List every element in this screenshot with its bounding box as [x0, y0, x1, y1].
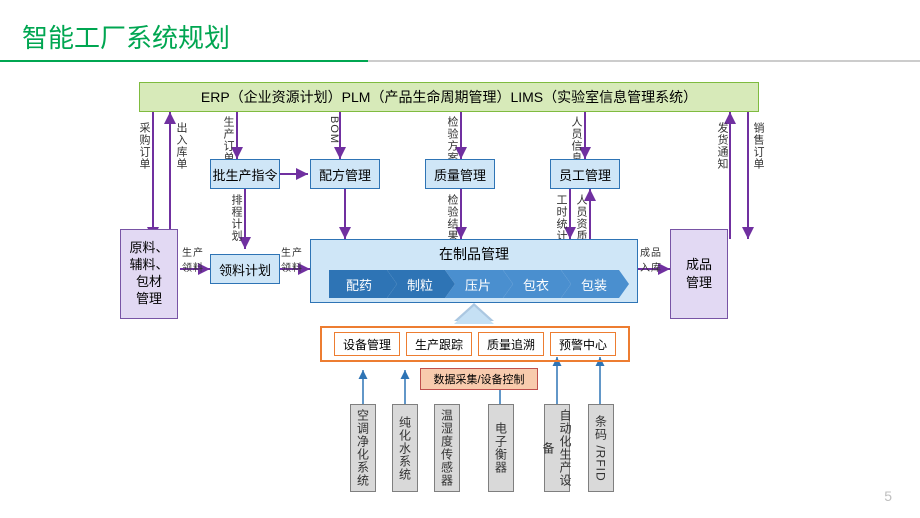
gray-3-label: 电子衡器	[493, 422, 510, 474]
vl-pick1: 生产领料	[182, 244, 208, 274]
page-title: 智能工厂系统规划	[22, 18, 230, 55]
gray-3: 电子衡器	[488, 404, 514, 492]
box-batch: 批生产指令	[210, 159, 280, 189]
box-wip: 在制品管理 配药 制粒 压片 包衣 包装	[310, 239, 638, 303]
vl-pqual: 人员资质	[573, 194, 589, 242]
gray-5-label: 条码 /RFID	[593, 415, 610, 482]
box-data-collect: 数据采集/设备控制	[420, 368, 538, 390]
gray-4: 自动化生产设备	[544, 404, 570, 492]
title-underline	[0, 60, 920, 62]
gray-0: 空调净化系统	[350, 404, 376, 492]
arrow-up-icon	[454, 306, 494, 324]
vl-ship: 发货通知	[714, 122, 730, 170]
gray-0-label: 空调净化系统	[355, 409, 372, 487]
gray-2-label: 温湿度传感器	[439, 409, 456, 487]
gray-5: 条码 /RFID	[588, 404, 614, 492]
orange-container: 设备管理 生产跟踪 质量追溯 预警中心	[320, 326, 630, 362]
vl-person-info: 人员信息	[568, 116, 584, 164]
wip-title: 在制品管理	[439, 244, 509, 264]
box-trace: 质量追溯	[478, 332, 544, 356]
box-quality: 质量管理	[425, 159, 495, 189]
wip-steps: 配药 制粒 压片 包衣 包装	[329, 270, 619, 298]
erp-bar: ERP（企业资源计划）PLM（产品生命周期管理）LIMS（实验室信息管理系统）	[139, 82, 759, 112]
vl-time: 工时统计	[553, 194, 569, 242]
vl-inout: 出入库单	[173, 122, 189, 170]
vl-sched: 排程计划	[228, 194, 244, 242]
vl-bom: BOM	[328, 116, 340, 144]
gray-4-label: 自动化生产设备	[540, 405, 574, 491]
box-pick-plan: 领料计划	[210, 254, 280, 284]
gray-2: 温湿度传感器	[434, 404, 460, 492]
box-staff: 员工管理	[550, 159, 620, 189]
vl-test-plan: 检验方案	[444, 116, 460, 164]
vl-test-result: 检验结果	[444, 194, 460, 242]
gray-1: 纯化水系统	[392, 404, 418, 492]
step-0: 配药	[329, 270, 387, 298]
vl-prod-order: 生产订单	[220, 116, 236, 164]
box-equip: 设备管理	[334, 332, 400, 356]
box-finished-goods: 成品 管理	[670, 229, 728, 319]
box-recipe: 配方管理	[310, 159, 380, 189]
diagram: ERP（企业资源计划）PLM（产品生命周期管理）LIMS（实验室信息管理系统） …	[0, 74, 920, 514]
box-alert: 预警中心	[550, 332, 616, 356]
box-raw-material: 原料、 辅料、 包材 管理	[120, 229, 178, 319]
gray-1-label: 纯化水系统	[397, 416, 414, 481]
vl-fgin: 成品入库	[640, 244, 666, 274]
vl-pick2: 生产领料	[281, 244, 307, 274]
vl-sales: 销售订单	[750, 122, 766, 170]
vl-po: 采购订单	[136, 122, 152, 170]
box-track: 生产跟踪	[406, 332, 472, 356]
